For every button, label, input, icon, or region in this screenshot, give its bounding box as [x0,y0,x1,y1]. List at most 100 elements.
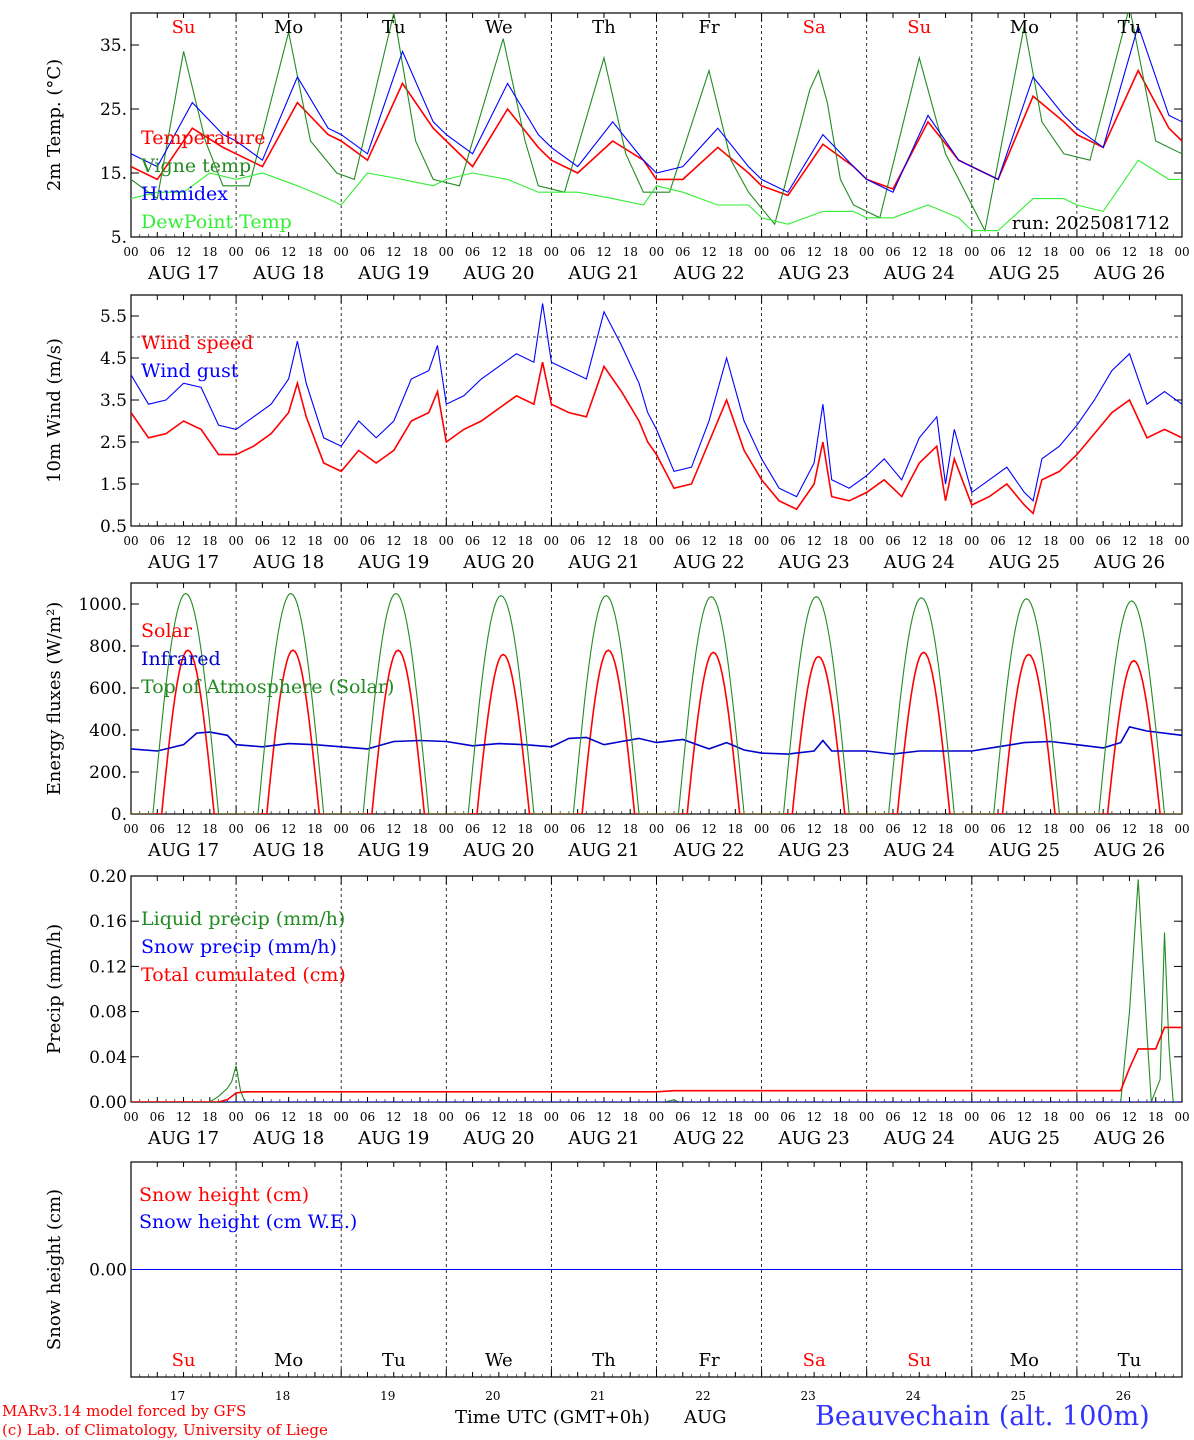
hour-tick-label: 12 [386,245,401,259]
hour-tick-label: 06 [465,534,480,548]
y-tick-label: 5.5 [100,307,127,327]
hour-tick-label: 06 [990,1110,1005,1124]
hour-tick-label: 00 [754,822,769,836]
day-number-label: 17 [170,1389,185,1403]
y-axis-label: Precip (mm/h) [44,924,65,1054]
date-label: AUG 17 [147,263,219,284]
hour-tick-label: 06 [675,822,690,836]
hour-tick-label: 18 [517,822,532,836]
hour-tick-label: 00 [859,1110,874,1124]
day-number-label: 21 [590,1389,605,1403]
date-label: AUG 18 [252,840,324,861]
legend-entry: Solar [141,620,193,642]
y-tick-label: 0.08 [89,1003,127,1023]
date-label: AUG 22 [672,840,744,861]
hour-tick-label: 06 [570,245,585,259]
hour-tick-label: 12 [1122,822,1137,836]
copyright-credit: (c) Lab. of Climatology, University of L… [2,1421,328,1439]
hour-tick-label: 00 [1069,822,1084,836]
series-line-total-cumulated-cm- [131,1026,1182,1102]
weekday-label: Mo [274,1350,303,1371]
weekday-label: Fr [699,1350,720,1371]
weekday-label: Mo [1010,17,1039,38]
series-line-wind-speed [131,362,1182,515]
hour-tick-label: 00 [1069,534,1084,548]
hour-tick-label: 00 [1174,822,1189,836]
legend-entry: Wind speed [141,332,253,354]
series-line-humidex [131,23,1182,193]
hour-tick-label: 12 [281,245,296,259]
hour-tick-label: 00 [439,534,454,548]
hour-tick-label: 18 [623,534,638,548]
weekday-label: Su [172,17,196,38]
date-label: AUG 24 [883,552,955,573]
hour-tick-label: 06 [465,822,480,836]
time-axis-label: Time UTC (GMT+0h) [455,1407,650,1428]
date-label: AUG 23 [778,1128,850,1149]
date-label: AUG 25 [988,1128,1060,1149]
weekday-label: Su [907,17,931,38]
legend-entry: Wind gust [141,360,239,382]
y-tick-label: 0. [111,805,127,825]
hour-tick-label: 06 [255,534,270,548]
hour-tick-label: 18 [412,245,427,259]
hour-tick-label: 00 [964,534,979,548]
date-label: AUG 20 [462,840,534,861]
date-label: AUG 25 [988,552,1060,573]
hour-tick-label: 00 [964,822,979,836]
hour-tick-label: 12 [1017,245,1032,259]
weekday-label: Tu [382,17,406,38]
hour-tick-label: 00 [859,534,874,548]
y-tick-label: 15. [100,164,127,184]
hour-tick-label: 18 [307,245,322,259]
legend-entry: DewPoint Temp [141,211,292,233]
y-tick-label: 1.5 [100,475,127,495]
y-tick-label: 200. [89,763,127,783]
hour-tick-label: 06 [570,822,585,836]
hour-tick-label: 06 [990,822,1005,836]
model-credit: MARv3.14 model forced by GFS [2,1402,247,1420]
hour-tick-label: 06 [675,245,690,259]
hour-tick-label: 12 [807,1110,822,1124]
hour-tick-label: 12 [1122,245,1137,259]
y-tick-label: 3.5 [100,391,127,411]
date-label: AUG 26 [1093,263,1165,284]
y-axis-label: Snow height (cm) [44,1189,65,1350]
hour-tick-label: 12 [1017,1110,1032,1124]
weekday-label: We [485,1350,513,1371]
hour-tick-label: 12 [386,534,401,548]
hour-tick-label: 06 [1096,822,1111,836]
hour-tick-label: 06 [1096,534,1111,548]
hour-tick-label: 12 [912,1110,927,1124]
hour-tick-label: 18 [938,822,953,836]
hour-tick-label: 18 [728,822,743,836]
weekday-label: Fr [699,17,720,38]
hour-tick-label: 12 [491,1110,506,1124]
date-label: AUG 25 [988,840,1060,861]
hour-tick-label: 12 [281,1110,296,1124]
date-label: AUG 18 [252,263,324,284]
date-label: AUG 23 [778,552,850,573]
hour-tick-label: 12 [596,1110,611,1124]
hour-tick-label: 18 [728,1110,743,1124]
day-number-label: 22 [695,1389,710,1403]
hour-tick-label: 00 [649,534,664,548]
hour-tick-label: 00 [544,822,559,836]
panel-1: 5. 15. 25. 35. 2m Temp. (°C) 00 06 12 18 AUG 17 00… [44,12,1190,284]
series-line-temperature [131,68,1182,197]
hour-tick-label: 18 [833,1110,848,1124]
hour-tick-label: 00 [123,245,138,259]
day-number-label: 23 [801,1389,816,1403]
hour-tick-label: 12 [281,822,296,836]
hour-tick-label: 12 [596,822,611,836]
hour-tick-label: 12 [912,245,927,259]
date-label: AUG 18 [252,1128,324,1149]
hour-tick-label: 12 [807,822,822,836]
weekday-label: Sa [803,1350,826,1371]
y-tick-label: 0.12 [89,957,127,977]
y-tick-label: 35. [100,36,127,56]
hour-tick-label: 12 [176,1110,191,1124]
hour-tick-label: 18 [202,245,217,259]
hour-tick-label: 12 [386,822,401,836]
hour-tick-label: 06 [570,534,585,548]
